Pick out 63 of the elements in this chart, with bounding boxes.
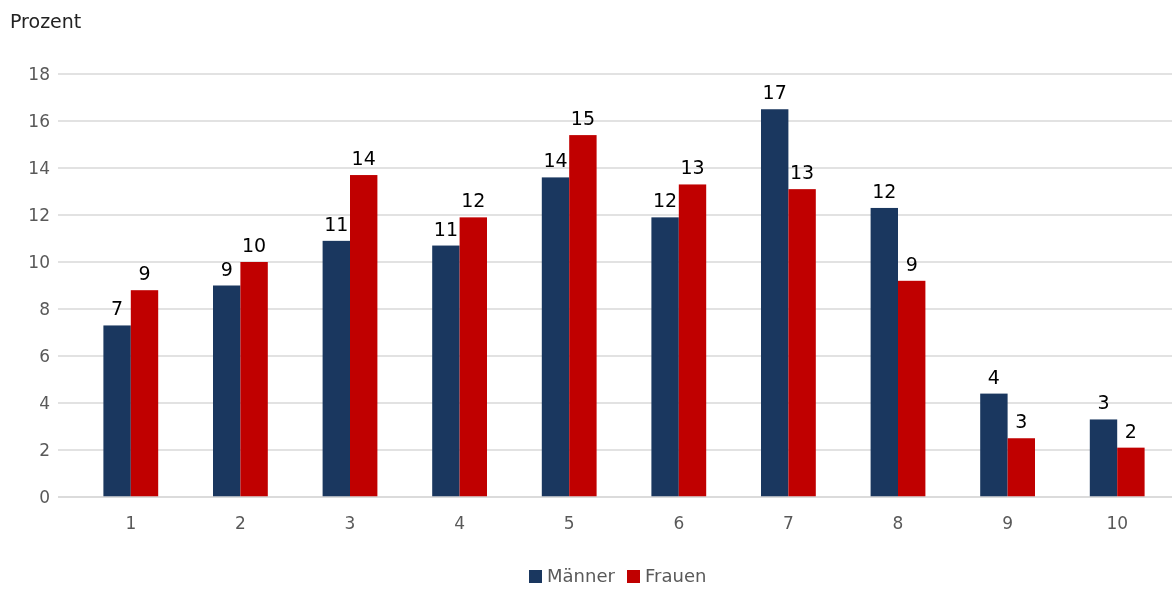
bar bbox=[569, 135, 597, 497]
bar bbox=[870, 207, 898, 497]
bar bbox=[898, 280, 926, 497]
x-tick-label: 1 bbox=[125, 513, 137, 533]
bar bbox=[432, 245, 460, 497]
legend-label: Frauen bbox=[645, 565, 707, 586]
data-label: 9 bbox=[905, 252, 918, 275]
x-tick-label: 9 bbox=[1002, 513, 1014, 533]
data-label: 15 bbox=[570, 107, 595, 130]
bar bbox=[350, 175, 378, 497]
y-tick-label: 6 bbox=[39, 345, 50, 366]
bar bbox=[322, 240, 350, 497]
data-label: 17 bbox=[762, 81, 787, 104]
y-tick-label: 2 bbox=[39, 439, 50, 460]
x-tick-label: 4 bbox=[454, 513, 466, 533]
data-label: 2 bbox=[1124, 419, 1137, 442]
data-label: 7 bbox=[111, 297, 124, 320]
y-tick-label: 18 bbox=[28, 63, 50, 84]
data-label: 13 bbox=[790, 161, 815, 184]
data-label: 11 bbox=[324, 212, 349, 235]
x-tick-label: 8 bbox=[892, 513, 904, 533]
data-label: 9 bbox=[220, 257, 233, 280]
data-label: 12 bbox=[872, 179, 897, 202]
y-tick-label: 8 bbox=[39, 298, 50, 319]
x-tick-label: 6 bbox=[673, 513, 685, 533]
y-tick-label: 14 bbox=[28, 157, 50, 178]
x-tick-label: 5 bbox=[563, 513, 575, 533]
bar bbox=[761, 109, 789, 497]
data-label: 12 bbox=[653, 189, 678, 212]
bar bbox=[103, 325, 131, 497]
data-label: 14 bbox=[351, 147, 376, 170]
bar bbox=[1007, 438, 1035, 497]
bar bbox=[459, 217, 487, 497]
data-label: 4 bbox=[987, 365, 1000, 388]
bar bbox=[788, 189, 816, 497]
bar bbox=[240, 262, 268, 497]
data-label: 12 bbox=[461, 189, 486, 212]
bar bbox=[1089, 419, 1118, 497]
data-label: 3 bbox=[1015, 410, 1028, 433]
y-tick-label: 0 bbox=[39, 486, 50, 507]
bar bbox=[651, 217, 679, 497]
data-label: 10 bbox=[242, 234, 267, 256]
data-label: 3 bbox=[1097, 391, 1110, 414]
y-tick-label: 4 bbox=[39, 392, 50, 413]
y-axis-title: Prozent bbox=[10, 10, 82, 32]
bar bbox=[213, 285, 241, 497]
x-tick-label: 7 bbox=[782, 513, 794, 533]
y-tick-label: 12 bbox=[28, 204, 50, 225]
x-tick-label: 3 bbox=[344, 513, 356, 533]
y-tick-label: 16 bbox=[28, 110, 50, 131]
bar bbox=[980, 393, 1008, 497]
y-tick-label: 10 bbox=[28, 251, 50, 272]
bar bbox=[1117, 447, 1145, 497]
data-label: 13 bbox=[680, 156, 705, 179]
bar bbox=[130, 290, 159, 497]
x-tick-label: 10 bbox=[1106, 513, 1129, 533]
data-label: 9 bbox=[138, 262, 151, 285]
legend-label: Männer bbox=[547, 565, 616, 586]
bar bbox=[678, 184, 707, 497]
data-label: 11 bbox=[433, 217, 458, 240]
bar bbox=[541, 177, 570, 497]
data-label: 14 bbox=[543, 149, 568, 172]
x-tick-label: 2 bbox=[234, 513, 246, 533]
